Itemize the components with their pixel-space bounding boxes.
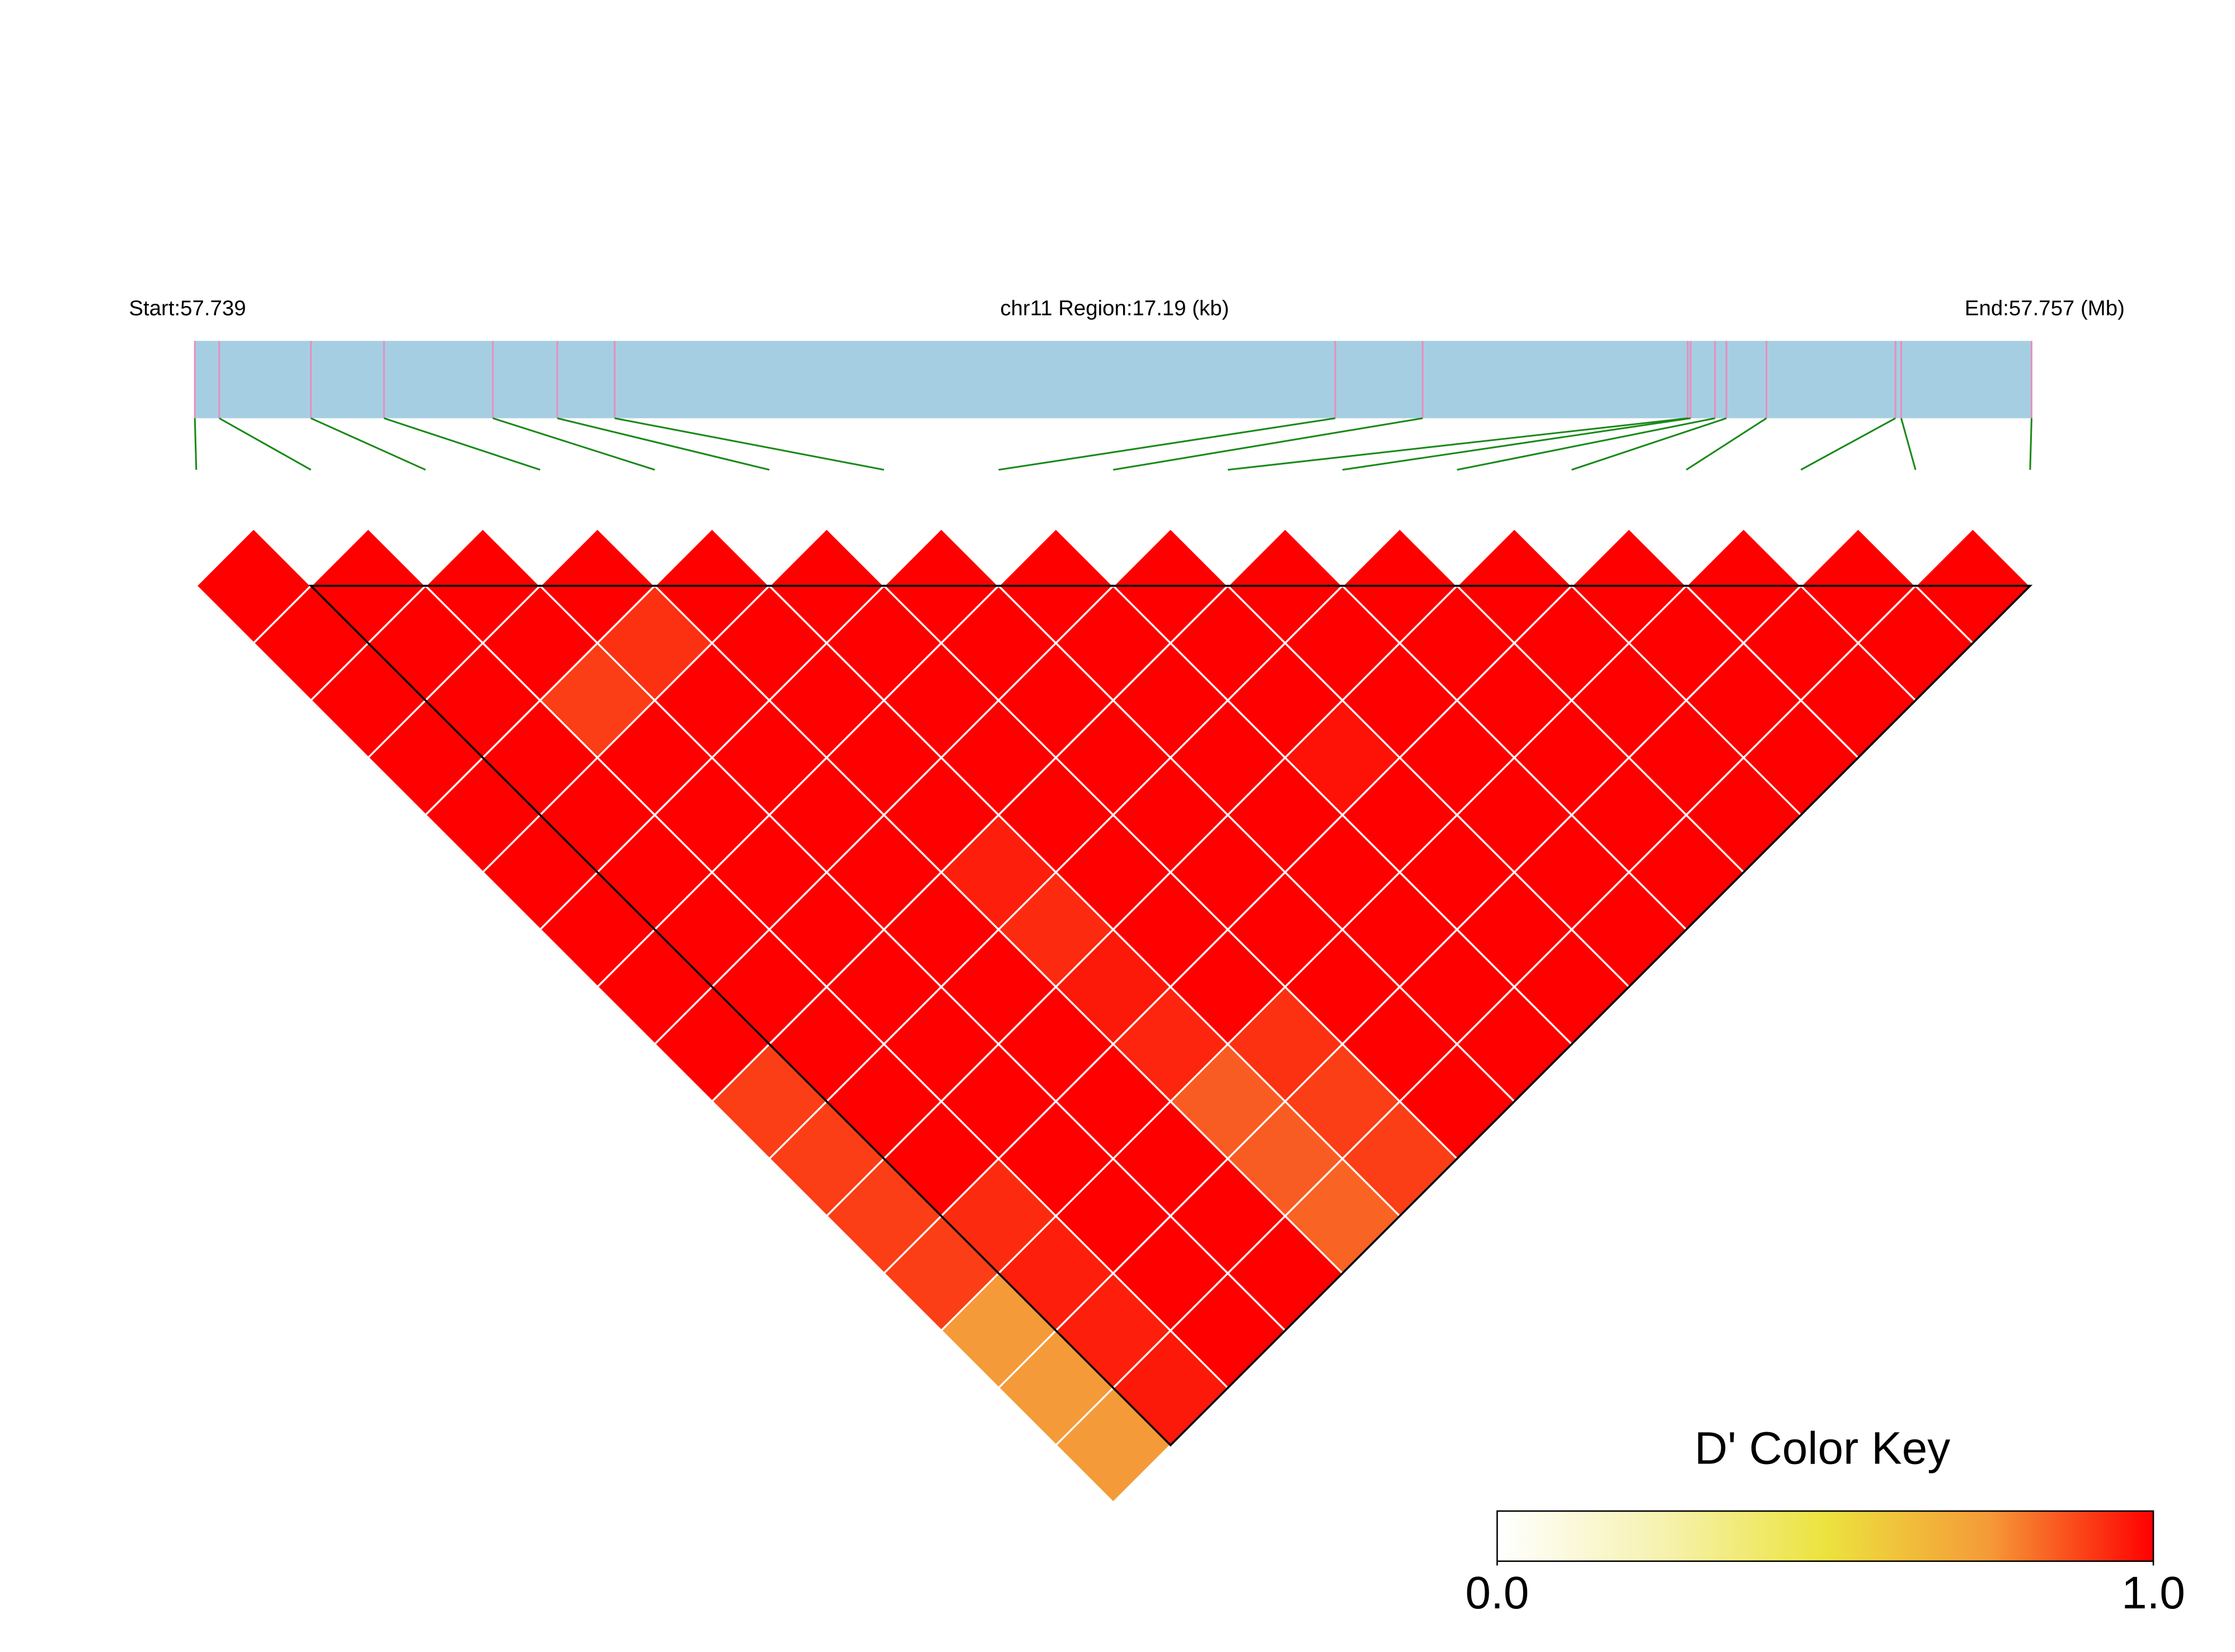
snp-link	[1227, 417, 1688, 471]
snp-link	[998, 417, 1336, 471]
snp-link	[492, 417, 655, 471]
snp-link	[1571, 417, 1727, 471]
snp-link	[218, 417, 312, 471]
color-key-tick-label: 1.0	[2121, 1568, 2185, 1618]
snp-link	[2029, 418, 2032, 470]
end-label: End:57.757 (Mb)	[1965, 296, 2125, 320]
region-bar	[195, 341, 2032, 418]
color-key-bar	[1496, 1510, 2154, 1562]
snp-link	[1900, 418, 1917, 470]
snp-link	[557, 417, 770, 471]
snp-link	[310, 417, 426, 471]
snp-link	[194, 418, 198, 470]
ld-block	[308, 585, 2033, 1447]
snp-link	[1800, 417, 1896, 471]
start-label: Start:57.739	[129, 296, 246, 320]
color-key-title: D' Color Key	[1694, 1423, 1950, 1474]
snp-link	[614, 417, 884, 471]
snp-link	[1113, 417, 1423, 471]
snp-link	[383, 417, 541, 471]
snp-link	[1342, 417, 1691, 471]
snp-link	[1685, 417, 1767, 471]
heatmap	[195, 527, 2032, 1504]
snp-link	[1457, 417, 1715, 471]
region-label: chr11 Region:17.19 (kb)	[1000, 296, 1229, 320]
color-key-tick-label: 0.0	[1466, 1568, 1529, 1618]
